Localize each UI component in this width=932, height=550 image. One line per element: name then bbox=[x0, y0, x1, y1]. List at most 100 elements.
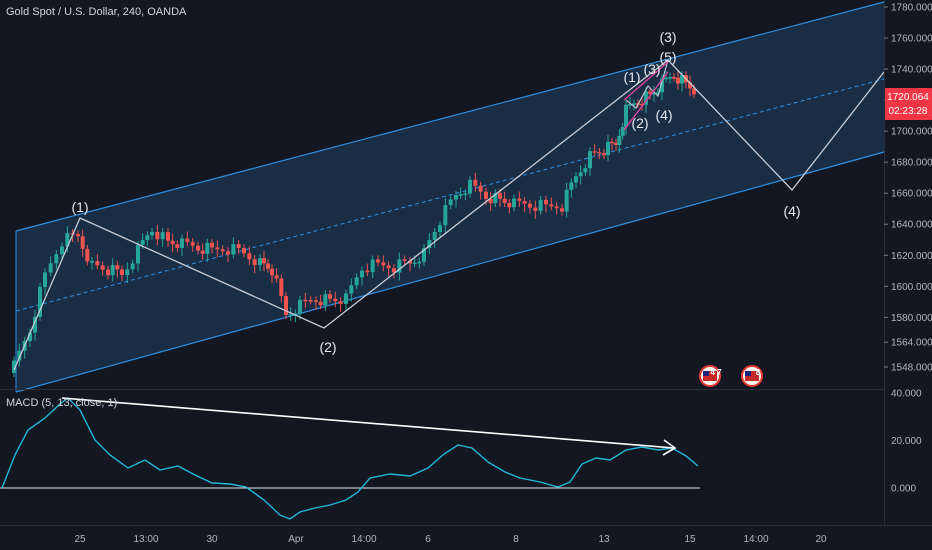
candle-body bbox=[48, 263, 53, 273]
candle bbox=[652, 85, 656, 102]
candle bbox=[215, 240, 220, 258]
candle bbox=[376, 255, 380, 267]
candle-body bbox=[354, 277, 359, 286]
candle bbox=[560, 204, 564, 216]
candle bbox=[381, 255, 386, 272]
candle-body bbox=[463, 193, 468, 196]
candle-body bbox=[274, 275, 279, 279]
candle bbox=[617, 128, 622, 153]
candle-body bbox=[652, 92, 656, 95]
candle-body bbox=[507, 202, 512, 208]
candle bbox=[588, 147, 592, 177]
candle-body bbox=[597, 152, 602, 154]
macd-legend[interactable]: MACD (5, 13, close, 1) bbox=[6, 397, 118, 409]
candle bbox=[392, 264, 396, 279]
candle bbox=[110, 258, 115, 282]
y-tick-label: 1680.000 bbox=[891, 158, 932, 169]
candle-body bbox=[438, 225, 442, 232]
us-flag-event-icon[interactable]: 8 bbox=[741, 365, 763, 387]
candle bbox=[458, 187, 463, 199]
candle bbox=[328, 290, 332, 303]
candle-body bbox=[220, 249, 225, 252]
candle bbox=[205, 238, 210, 262]
candle-body bbox=[76, 234, 80, 237]
symbol-legend[interactable]: Gold Spot / U.S. Dollar, 240, OANDA bbox=[6, 6, 187, 18]
candle-body bbox=[606, 141, 610, 156]
candle-body bbox=[120, 269, 124, 275]
x-tick-label: 20 bbox=[815, 534, 827, 545]
candle bbox=[498, 189, 502, 207]
candle bbox=[54, 250, 59, 270]
regression-channel bbox=[15, 1, 885, 393]
candle bbox=[226, 247, 230, 263]
candle-body bbox=[106, 269, 110, 276]
candle bbox=[338, 297, 343, 312]
candle-body bbox=[454, 195, 458, 200]
candle bbox=[386, 261, 391, 277]
candle-body bbox=[284, 296, 288, 315]
candle bbox=[640, 96, 644, 111]
candle-body bbox=[578, 172, 583, 177]
candle-body bbox=[266, 263, 270, 269]
candle-body bbox=[664, 77, 668, 80]
economic-events[interactable]: 4 7 8 bbox=[699, 365, 763, 387]
x-tick-label: 15 bbox=[684, 534, 696, 545]
candle bbox=[507, 198, 512, 214]
candle bbox=[38, 282, 42, 321]
candle-body bbox=[448, 199, 453, 206]
macd-tick-label: 40.000 bbox=[891, 389, 922, 400]
wave-label: (4) bbox=[655, 107, 672, 123]
candle bbox=[493, 189, 498, 208]
candle bbox=[145, 231, 150, 247]
candle-body bbox=[648, 91, 652, 94]
candle bbox=[308, 296, 313, 305]
wedge-upper bbox=[623, 61, 669, 101]
candle bbox=[48, 256, 53, 277]
candle bbox=[185, 231, 190, 247]
candle bbox=[473, 172, 478, 192]
event-count: 8 bbox=[756, 368, 761, 377]
candle bbox=[155, 224, 160, 246]
candle-body bbox=[328, 294, 332, 299]
candle-body bbox=[314, 300, 318, 302]
candle-body bbox=[196, 245, 200, 251]
candle bbox=[262, 251, 266, 272]
candle bbox=[438, 221, 442, 238]
candle bbox=[220, 245, 225, 256]
candle-body bbox=[417, 261, 422, 264]
candle bbox=[252, 255, 257, 274]
candle bbox=[150, 227, 154, 240]
candle-body bbox=[569, 182, 574, 190]
y-tick-label: 1640.000 bbox=[891, 220, 932, 231]
candle bbox=[478, 181, 483, 200]
candle-body bbox=[308, 300, 313, 302]
price-axis[interactable]: 1780.0001760.0001740.0001720.0001700.000… bbox=[884, 3, 932, 374]
time-axis[interactable]: 25 13:00 30 Apr 14:00 6 8 13 15 14:00 20 bbox=[74, 534, 827, 545]
candle-body bbox=[610, 141, 614, 144]
candle-body bbox=[632, 103, 636, 105]
candle bbox=[664, 70, 668, 83]
candle bbox=[648, 87, 652, 100]
candle-body bbox=[443, 205, 448, 226]
macd-axis[interactable]: 40.000 20.000 0.000 bbox=[891, 389, 922, 495]
candle bbox=[80, 229, 85, 257]
candle-body bbox=[125, 269, 130, 275]
candle-body bbox=[644, 91, 648, 105]
wave-label: (2) bbox=[631, 115, 648, 131]
candle bbox=[354, 273, 359, 290]
wave-label: (5) bbox=[659, 49, 676, 65]
candle-body bbox=[468, 179, 472, 194]
candle bbox=[488, 191, 493, 212]
wave-label: (4) bbox=[783, 203, 800, 219]
candle-body bbox=[205, 242, 210, 254]
candle-body bbox=[54, 254, 59, 264]
candle bbox=[258, 254, 262, 272]
candle-body bbox=[370, 259, 375, 273]
candle-body bbox=[473, 179, 478, 186]
candle-body bbox=[338, 301, 343, 304]
candle-body bbox=[427, 240, 432, 249]
us-flag-event-icon[interactable]: 4 7 bbox=[699, 365, 722, 387]
candle-body bbox=[215, 247, 220, 250]
candle-body bbox=[279, 278, 284, 297]
